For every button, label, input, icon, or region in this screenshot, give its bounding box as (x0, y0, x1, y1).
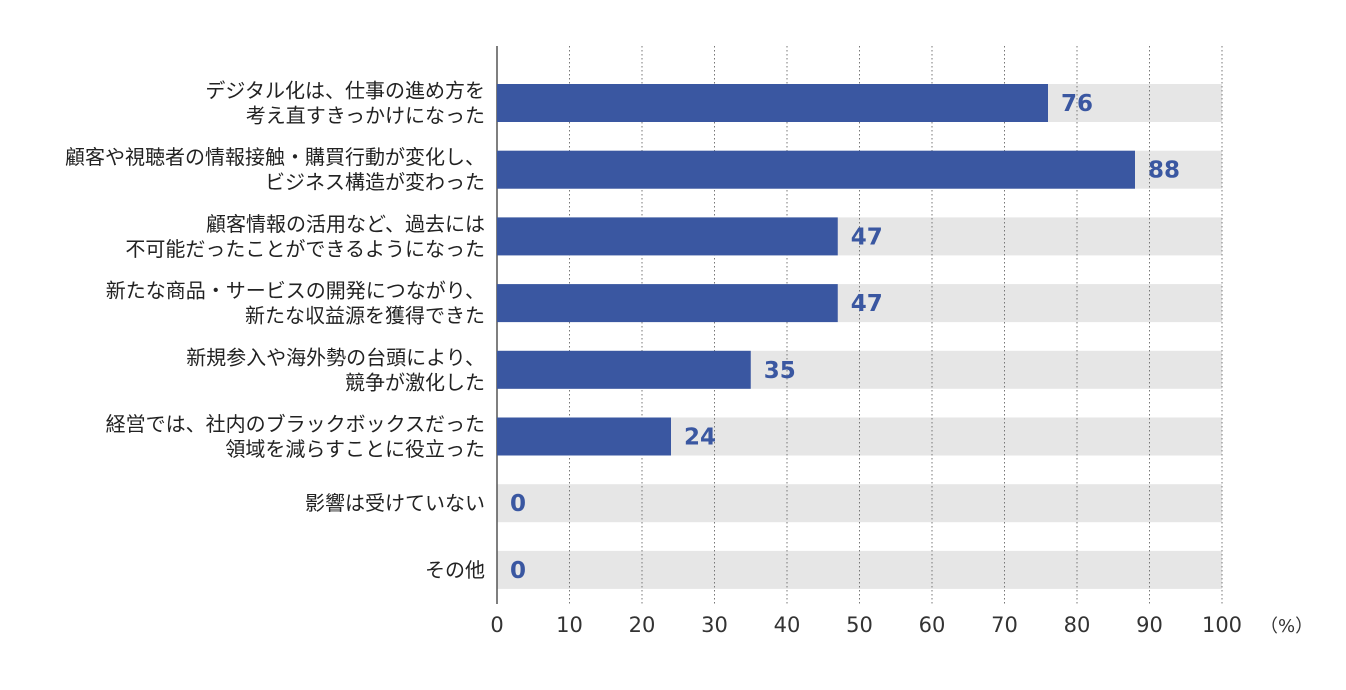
bar-value-label: 24 (684, 425, 716, 451)
bar (497, 350, 751, 389)
category-label: 新たな商品・サービスの開発につながり、新たな収益源を獲得できた (106, 279, 485, 328)
category-label: 顧客や視聴者の情報接触・購買行動が変化し、ビジネス構造が変わった (65, 145, 485, 194)
category-label: その他 (425, 558, 485, 582)
bar (497, 150, 1135, 189)
x-tick-label: 30 (701, 613, 728, 637)
bar-value-label: 47 (851, 291, 883, 317)
x-tick-label: 40 (774, 613, 801, 637)
bars (497, 84, 1135, 456)
bar-value-label: 76 (1061, 91, 1093, 117)
category-label: 影響は受けていない (305, 491, 485, 515)
x-axis-unit-label: （%） (1260, 616, 1313, 637)
x-tick-label: 100 (1202, 613, 1242, 637)
x-axis-ticks: 0 10 20 30 40 50 60 70 80 90 100 (490, 613, 1242, 637)
bar-value-label: 47 (851, 224, 883, 250)
x-tick-label: 10 (556, 613, 583, 637)
category-label: デジタル化は、仕事の進め方を考え直すきっかけになった (205, 79, 485, 128)
bar (497, 217, 838, 256)
x-tick-label: 80 (1064, 613, 1091, 637)
category-label: 新規参入や海外勢の台頭により、競争が激化した (186, 345, 485, 394)
value-labels: 76 88 47 47 35 24 0 0 (510, 91, 1180, 584)
bar-value-label: 0 (510, 491, 526, 517)
x-tick-label: 70 (991, 613, 1018, 637)
gridlines (496, 46, 1223, 604)
bar (497, 417, 671, 456)
x-tick-label: 50 (846, 613, 873, 637)
bar-value-label: 88 (1148, 158, 1180, 184)
bar-value-label: 35 (764, 358, 796, 384)
bar (497, 84, 1048, 122)
x-tick-label: 60 (919, 613, 946, 637)
bar (497, 284, 838, 323)
x-tick-label: 20 (629, 613, 656, 637)
bar-value-label: 0 (510, 558, 526, 584)
category-label: 経営では、社内のブラックボックスだった領域を減らすことに役立った (106, 412, 485, 461)
x-tick-label: 90 (1136, 613, 1163, 637)
category-label: 顧客情報の活用など、過去には不可能だったことができるようになった (125, 212, 485, 261)
category-labels: デジタル化は、仕事の進め方を考え直すきっかけになった顧客や視聴者の情報接触・購買… (65, 79, 485, 582)
x-tick-label: 0 (490, 613, 503, 637)
